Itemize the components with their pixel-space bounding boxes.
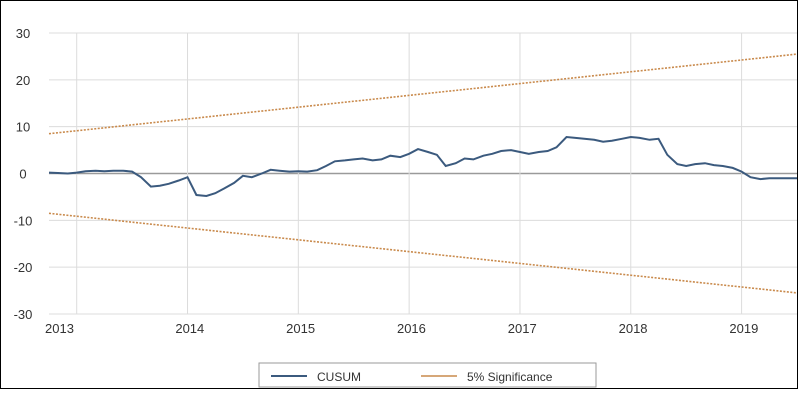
lower-significance-line [48,212,798,294]
x-tick-label: 2015 [286,321,315,336]
x-tick-label: 2014 [175,321,204,336]
y-tick-label: 0 [19,167,26,182]
x-tick-label: 2013 [45,321,74,336]
y-tick-label: -30 [14,307,33,322]
x-tick-label: 2017 [508,321,537,336]
y-tick-label: 30 [16,26,30,41]
y-axis-ticks: 30 20 10 0 -10 -20 -30 [14,26,33,322]
x-tick-label: 2018 [619,321,648,336]
legend-label-significance: 5% Significance [467,370,553,384]
cusum-line [48,135,797,198]
y-tick-label: -10 [14,213,33,228]
y-tick-label: -20 [14,260,33,275]
series-lines [48,53,798,294]
x-axis-ticks: 2013 2014 2015 2016 2017 2018 2019 [45,321,758,336]
y-tick-label: 10 [16,120,30,135]
legend: CUSUM 5% Significance [258,362,597,388]
legend-box [258,362,597,388]
upper-significance-line [48,53,798,135]
grid-lines [49,32,797,315]
x-tick-label: 2016 [397,321,426,336]
y-tick-label: 20 [16,73,30,88]
x-tick-label: 2019 [729,321,758,336]
legend-label-cusum: CUSUM [317,370,361,384]
